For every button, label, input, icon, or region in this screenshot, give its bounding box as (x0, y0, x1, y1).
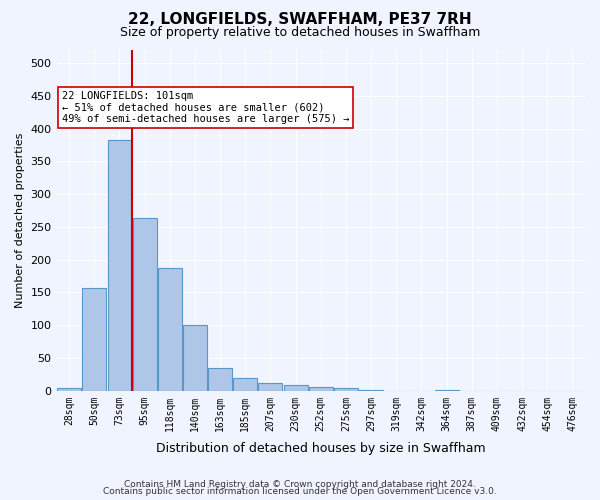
Bar (259, 383, 283, 391)
X-axis label: Distribution of detached houses by size in Swaffham: Distribution of detached houses by size … (156, 442, 485, 455)
Bar (158, 268, 182, 391)
Bar (359, 390, 383, 391)
Text: 22 LONGFIELDS: 101sqm
← 51% of detached houses are smaller (602)
49% of semi-det: 22 LONGFIELDS: 101sqm ← 51% of detached … (62, 91, 349, 124)
Bar (57, 388, 81, 391)
Bar (334, 388, 358, 391)
Bar (133, 218, 157, 391)
Bar (284, 385, 308, 391)
Bar (107, 140, 131, 391)
Text: Size of property relative to detached houses in Swaffham: Size of property relative to detached ho… (120, 26, 480, 39)
Text: Contains HM Land Registry data © Crown copyright and database right 2024.: Contains HM Land Registry data © Crown c… (124, 480, 476, 489)
Bar (82, 288, 106, 391)
Bar (208, 368, 232, 391)
Bar (434, 390, 458, 391)
Text: 22, LONGFIELDS, SWAFFHAM, PE37 7RH: 22, LONGFIELDS, SWAFFHAM, PE37 7RH (128, 12, 472, 28)
Text: Contains public sector information licensed under the Open Government Licence v3: Contains public sector information licen… (103, 487, 497, 496)
Bar (309, 387, 333, 391)
Bar (183, 324, 207, 391)
Y-axis label: Number of detached properties: Number of detached properties (15, 132, 25, 308)
Bar (233, 378, 257, 391)
